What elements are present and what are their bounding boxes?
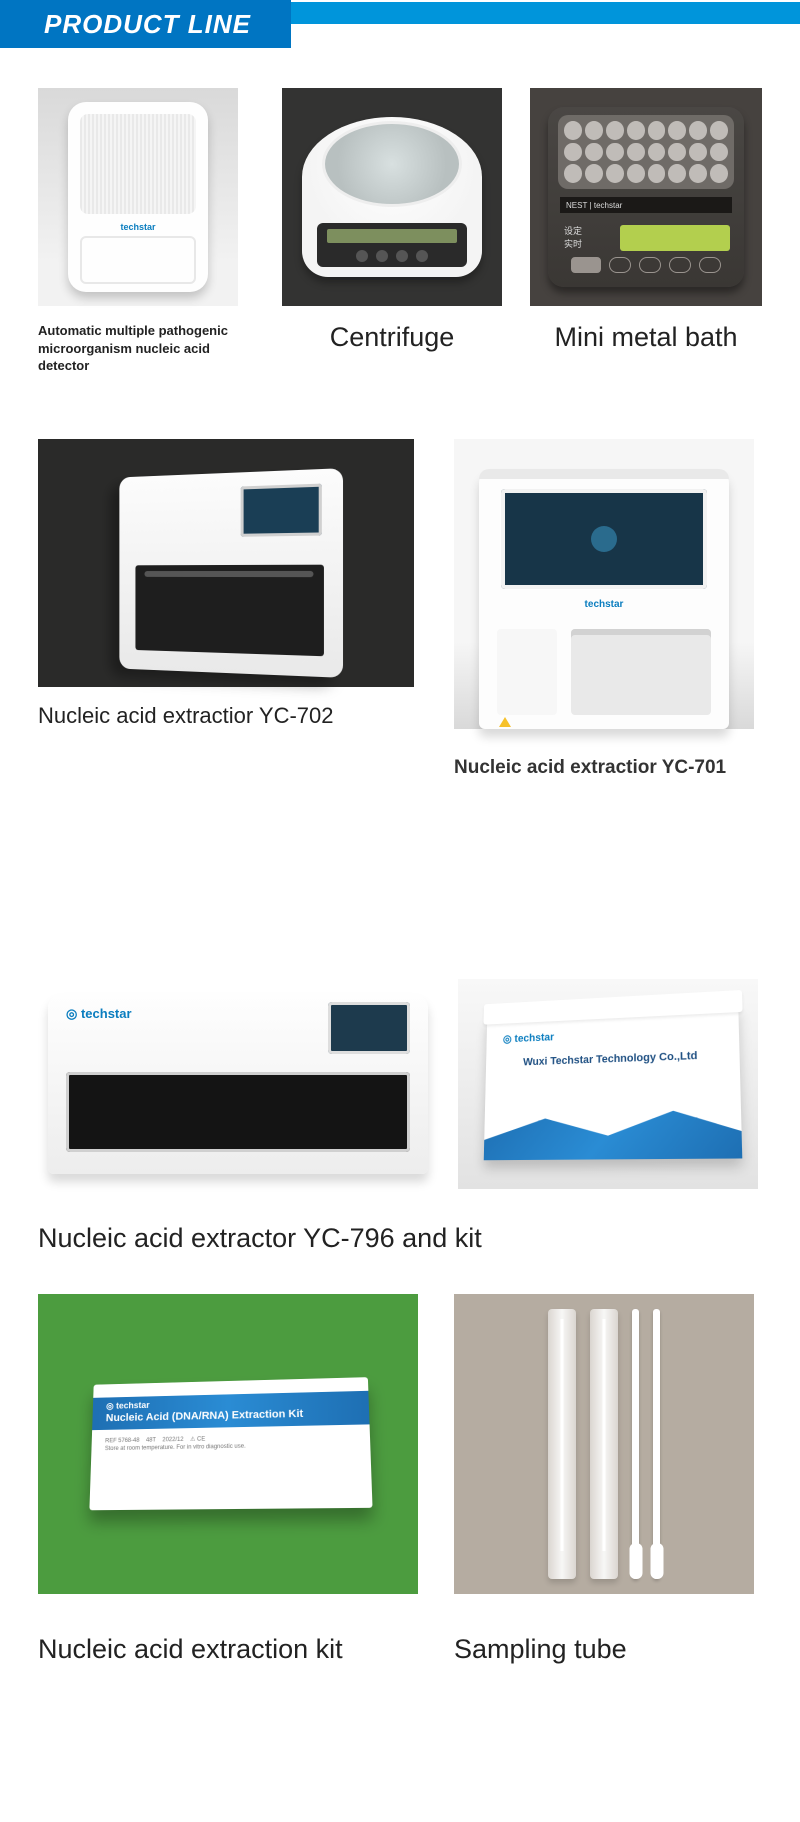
detector-label: Automatic multiple pathogenic microorgan… xyxy=(38,322,254,375)
extraction-kit-label: Nucleic acid extraction kit xyxy=(38,1634,418,1665)
yc701-label: Nucleic acid extractior YC-701 xyxy=(454,757,754,779)
company-name: Wuxi Techstar Technology Co.,Ltd xyxy=(523,1050,698,1068)
yc796-image: ◎ techstar xyxy=(38,979,438,1189)
bath-image: NEST | techstar 设定 实时 xyxy=(530,88,762,306)
product-yc702: Nucleic acid extractior YC-702 xyxy=(38,439,414,729)
detector-image: techstar xyxy=(38,88,238,306)
bath-label: Mini metal bath xyxy=(530,322,762,353)
brand-logo: ◎ techstar xyxy=(503,1030,554,1045)
brand-logo: ◎ techstar xyxy=(106,1400,150,1412)
centrifuge-label: Centrifuge xyxy=(282,322,502,353)
product-row-2: Nucleic acid extractior YC-702 techstar … xyxy=(0,375,800,779)
brand-logo: techstar xyxy=(68,222,208,232)
centrifuge-image xyxy=(282,88,502,306)
product-row-1: techstar Automatic multiple pathogenic m… xyxy=(0,48,800,375)
kit-box-image: ◎ techstar Wuxi Techstar Technology Co.,… xyxy=(458,979,758,1189)
product-row-4: ◎ techstar Nucleic Acid (DNA/RNA) Extrac… xyxy=(0,1254,800,1594)
header-stripe xyxy=(291,2,800,24)
row4-labels: Nucleic acid extraction kit Sampling tub… xyxy=(0,1594,800,1705)
header-bar: PRODUCT LINE xyxy=(0,0,800,48)
yc702-label: Nucleic acid extractior YC-702 xyxy=(38,703,414,729)
bath-cn-labels: 设定 实时 xyxy=(564,225,582,251)
product-detector: techstar Automatic multiple pathogenic m… xyxy=(38,88,254,375)
yc796-kit-label: Nucleic acid extractor YC-796 and kit xyxy=(0,1189,800,1254)
brand-logo: techstar xyxy=(479,599,729,610)
extraction-kit-image: ◎ techstar Nucleic Acid (DNA/RNA) Extrac… xyxy=(38,1294,418,1594)
kit2-fine-print: REF 5768-48 48T 2022/12 ⚠ CEStore at roo… xyxy=(105,1432,356,1453)
bath-brand-strip: NEST | techstar xyxy=(560,197,732,213)
header-title: PRODUCT LINE xyxy=(0,0,291,48)
sampling-tube-image xyxy=(454,1294,754,1594)
product-centrifuge: Centrifuge xyxy=(282,88,502,353)
yc702-image xyxy=(38,439,414,687)
yc701-image: techstar xyxy=(454,439,754,729)
product-row-3: ◎ techstar ◎ techstar Wuxi Techstar Tech… xyxy=(0,779,800,1189)
product-bath: NEST | techstar 设定 实时 Mini metal bath xyxy=(530,88,762,353)
product-yc701: techstar Nucleic acid extractior YC-701 xyxy=(454,439,754,779)
brand-logo: ◎ techstar xyxy=(66,1006,132,1022)
sampling-tube-label: Sampling tube xyxy=(454,1634,754,1665)
